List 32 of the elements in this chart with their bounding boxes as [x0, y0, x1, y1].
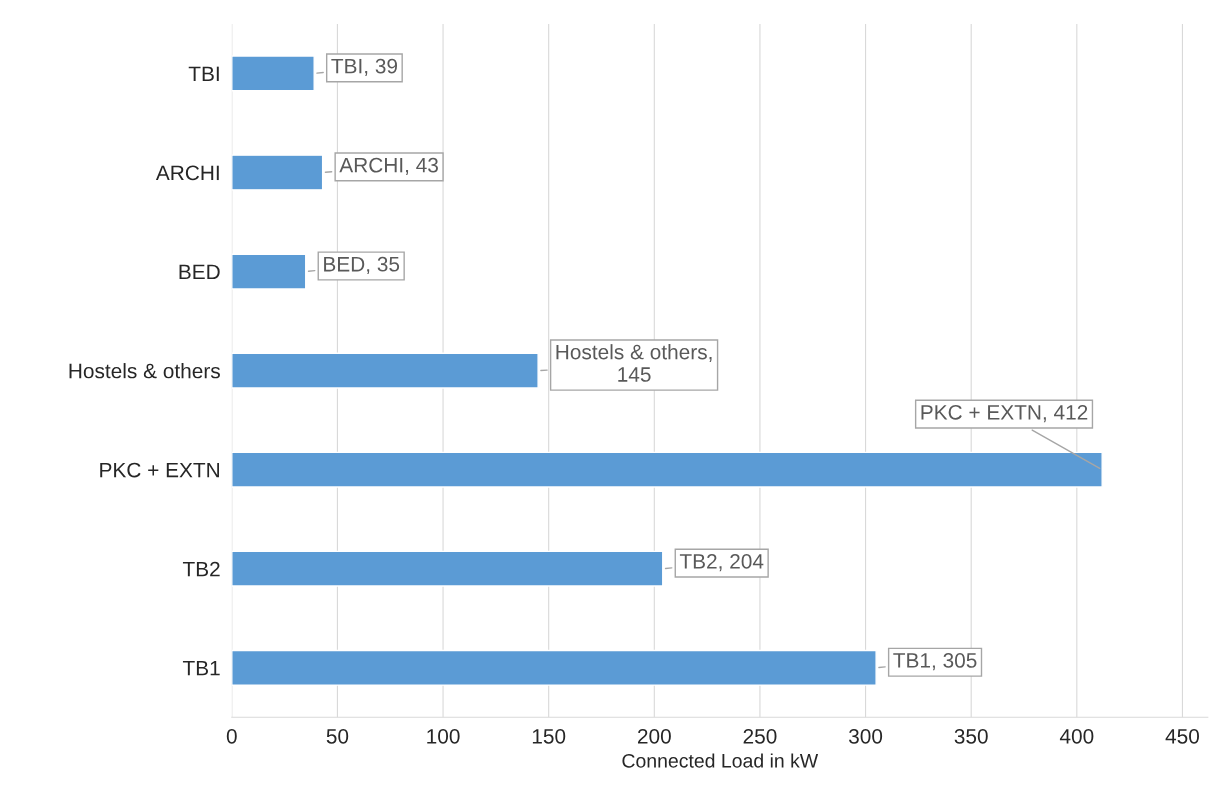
- y-tick-label: Hostels & others: [69, 363, 220, 379]
- data-label: TB2, 204: [679, 554, 764, 572]
- x-tick-label: 150: [532, 728, 566, 744]
- y-tick-label: TB1: [182, 660, 220, 676]
- data-label: TB1, 305: [893, 653, 977, 671]
- x-tick-label: 400: [1059, 728, 1094, 744]
- data-label: PKC + EXTN, 412: [921, 404, 1088, 423]
- bar: [231, 253, 307, 290]
- data-label: ARCHI, 43: [339, 157, 438, 175]
- x-tick-label: 0: [226, 728, 237, 744]
- y-tick-label: TB2: [182, 561, 220, 577]
- x-tick-label: 450: [1165, 728, 1200, 744]
- data-label: BED, 35: [324, 256, 400, 275]
- x-tick-label: 250: [743, 728, 777, 744]
- data-label: Hostels & others, 145: [556, 344, 712, 382]
- y-tick-label: PKC + EXTN: [100, 462, 219, 478]
- x-tick-label: 50: [326, 728, 349, 744]
- bar: [231, 352, 539, 389]
- bar: [231, 451, 1103, 488]
- y-tick-label: BED: [179, 264, 220, 280]
- x-tick-label: 200: [637, 728, 671, 744]
- x-axis-title: Connected Load in kW: [622, 753, 819, 768]
- x-tick-label: 100: [427, 728, 460, 744]
- bar: [231, 154, 324, 191]
- bar: [231, 649, 877, 686]
- y-tick-label: ARCHI: [155, 165, 219, 181]
- y-tick-label: TBI: [188, 66, 219, 81]
- x-tick-label: 300: [848, 728, 883, 744]
- bar: [231, 55, 315, 92]
- x-tick-label: 350: [954, 728, 988, 744]
- bar: [231, 550, 664, 587]
- data-label: TBI, 39: [331, 58, 398, 76]
